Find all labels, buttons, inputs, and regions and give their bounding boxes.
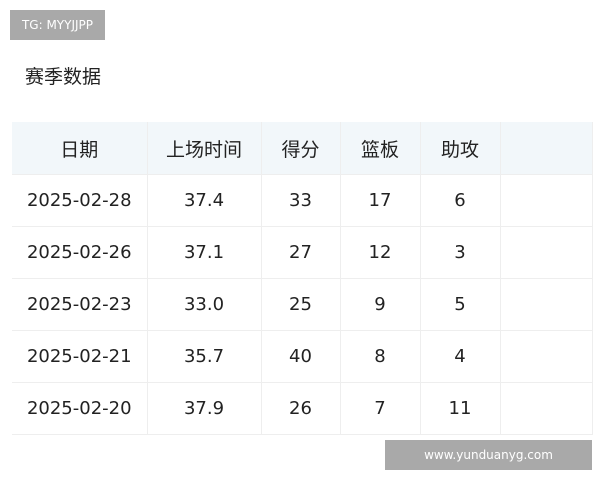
cell-points: 26 bbox=[261, 382, 341, 435]
cell-points: 27 bbox=[261, 226, 341, 279]
cell-cutoff bbox=[500, 330, 593, 383]
table-row: 2025-02-26 37.1 27 12 3 bbox=[12, 226, 593, 279]
header-minutes: 上场时间 bbox=[147, 122, 262, 175]
cell-assists: 5 bbox=[420, 278, 501, 331]
cell-minutes: 33.0 bbox=[147, 278, 262, 331]
cell-date: 2025-02-28 bbox=[12, 174, 148, 227]
table-row: 2025-02-28 37.4 33 17 6 bbox=[12, 174, 593, 227]
cell-cutoff bbox=[500, 174, 593, 227]
cell-rebounds: 7 bbox=[340, 382, 421, 435]
cell-cutoff bbox=[500, 382, 593, 435]
cell-points: 33 bbox=[261, 174, 341, 227]
table-header-row: 日期 上场时间 得分 篮板 助攻 bbox=[12, 122, 593, 175]
header-date: 日期 bbox=[12, 122, 148, 175]
cell-minutes: 37.4 bbox=[147, 174, 262, 227]
cell-rebounds: 17 bbox=[340, 174, 421, 227]
section-title: 赛季数据 bbox=[25, 66, 102, 88]
table-row: 2025-02-21 35.7 40 8 4 bbox=[12, 330, 593, 383]
cell-points: 40 bbox=[261, 330, 341, 383]
watermark-top: TG: MYYJJPP bbox=[10, 10, 105, 40]
cell-rebounds: 8 bbox=[340, 330, 421, 383]
cell-rebounds: 9 bbox=[340, 278, 421, 331]
watermark-bottom: www.yunduanyg.com bbox=[385, 440, 592, 470]
cell-date: 2025-02-23 bbox=[12, 278, 148, 331]
header-points: 得分 bbox=[261, 122, 341, 175]
cell-assists: 11 bbox=[420, 382, 501, 435]
cell-assists: 3 bbox=[420, 226, 501, 279]
cell-assists: 6 bbox=[420, 174, 501, 227]
cell-minutes: 37.1 bbox=[147, 226, 262, 279]
cell-rebounds: 12 bbox=[340, 226, 421, 279]
cell-date: 2025-02-20 bbox=[12, 382, 148, 435]
cell-date: 2025-02-26 bbox=[12, 226, 148, 279]
cell-date: 2025-02-21 bbox=[12, 330, 148, 383]
table-row: 2025-02-20 37.9 26 7 11 bbox=[12, 382, 593, 435]
cell-assists: 4 bbox=[420, 330, 501, 383]
header-rebounds: 篮板 bbox=[340, 122, 421, 175]
cell-minutes: 35.7 bbox=[147, 330, 262, 383]
cell-cutoff bbox=[500, 278, 593, 331]
header-cutoff bbox=[500, 122, 593, 175]
season-stats-table: 日期 上场时间 得分 篮板 助攻 2025-02-28 37.4 33 17 6 2025… bbox=[12, 122, 593, 435]
cell-minutes: 37.9 bbox=[147, 382, 262, 435]
cell-points: 25 bbox=[261, 278, 341, 331]
cell-cutoff bbox=[500, 226, 593, 279]
table-row: 2025-02-23 33.0 25 9 5 bbox=[12, 278, 593, 331]
header-assists: 助攻 bbox=[420, 122, 501, 175]
